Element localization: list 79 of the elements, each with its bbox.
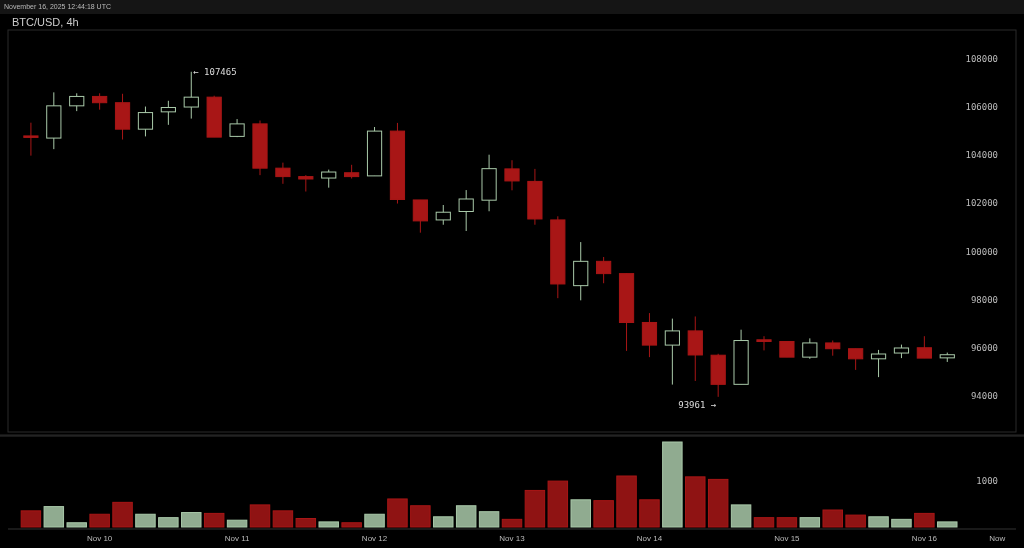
- x-tick-label: Nov 12: [361, 534, 388, 543]
- bar: [937, 521, 958, 528]
- bar: [272, 510, 294, 528]
- bar: [547, 480, 569, 528]
- y-tick-label: 108000: [965, 54, 998, 65]
- bar: [685, 476, 706, 528]
- bar: [822, 509, 843, 528]
- candlestick: [23, 122, 39, 157]
- y-tick-label: 100000: [965, 246, 998, 257]
- bar: [776, 517, 798, 528]
- bar: [433, 516, 454, 528]
- x-tick-label: Nov 10: [86, 534, 113, 543]
- candlestick: [664, 318, 680, 386]
- bar: [799, 517, 821, 528]
- y-tick-label: 96000: [970, 342, 998, 353]
- bar: [914, 512, 935, 528]
- bar: [639, 499, 660, 528]
- candlestick: [870, 349, 887, 378]
- x-tick-label: Nov 14: [636, 534, 663, 543]
- bar: [341, 522, 362, 528]
- candlestick: [183, 71, 199, 120]
- candlestick: [275, 162, 291, 185]
- x-tick-label: Now: [989, 534, 1006, 543]
- bar: [318, 521, 339, 528]
- bar: [662, 441, 683, 528]
- bar: [89, 513, 110, 528]
- candlestick: [137, 106, 154, 137]
- bar: [364, 513, 385, 528]
- bar: [891, 518, 912, 528]
- bar: [845, 514, 866, 528]
- bar: [730, 504, 752, 528]
- candlestick: [802, 337, 818, 360]
- annotation: 93961 →: [678, 399, 717, 410]
- x-tick-label: Nov 16: [911, 534, 938, 543]
- candlestick: [641, 312, 658, 358]
- bar: [455, 505, 477, 528]
- bar: [181, 512, 202, 528]
- candlestick: [435, 204, 451, 226]
- bar: [135, 513, 156, 528]
- bar: [20, 510, 42, 528]
- annotation: 1000: [976, 476, 998, 487]
- bar: [478, 511, 500, 528]
- y-tick-label: 98000: [970, 294, 998, 305]
- y-tick-label: 94000: [970, 391, 998, 402]
- candlestick: [848, 348, 864, 371]
- annotation: ← 107465: [193, 66, 237, 77]
- candlestick: [412, 199, 428, 234]
- bar: [249, 504, 271, 528]
- candlestick: [756, 335, 772, 351]
- bar: [410, 505, 431, 528]
- bar: [616, 475, 637, 528]
- bar: [570, 499, 591, 528]
- candlestick: [596, 256, 612, 284]
- chart-title: BTC/USD, 4h: [12, 16, 79, 28]
- bar: [753, 517, 775, 528]
- bar: [387, 498, 408, 528]
- bar: [868, 516, 889, 528]
- candlestick: [504, 159, 520, 191]
- bar: [203, 512, 225, 528]
- bar: [524, 489, 546, 528]
- bar: [593, 500, 614, 528]
- x-tick-label: Nov 13: [499, 534, 526, 543]
- candlestick: [160, 100, 176, 126]
- candlestick: [321, 169, 337, 189]
- y-tick-label: 104000: [965, 150, 998, 161]
- y-tick-label: 106000: [965, 102, 998, 113]
- candlestick: [916, 335, 932, 359]
- candlestick: [458, 189, 474, 232]
- bar: [226, 519, 248, 528]
- bar: [66, 522, 87, 528]
- bar: [707, 478, 729, 528]
- bar: [158, 517, 179, 528]
- bar: [43, 506, 65, 528]
- bar: [295, 518, 317, 528]
- bar: [112, 501, 133, 528]
- bar: [501, 518, 523, 528]
- x-tick-label: Nov 11: [224, 534, 251, 543]
- y-tick-label: 102000: [965, 198, 998, 209]
- x-tick-label: Nov 15: [774, 534, 801, 543]
